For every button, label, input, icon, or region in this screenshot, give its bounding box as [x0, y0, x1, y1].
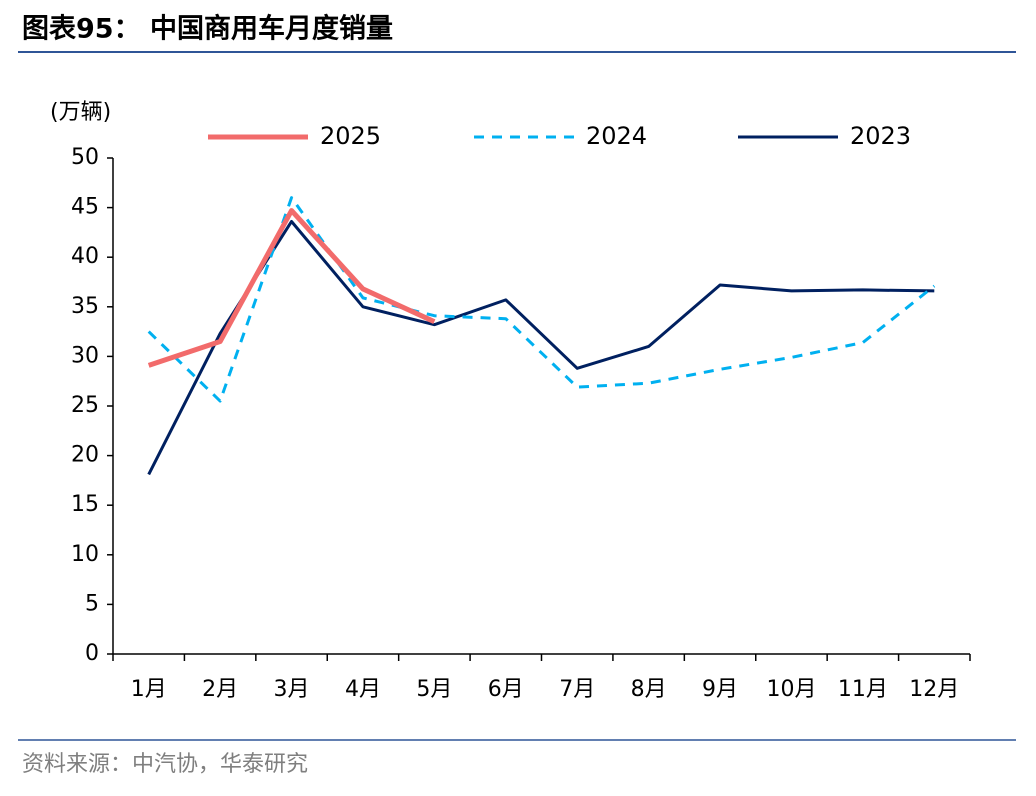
legend-label: 2023 [850, 122, 911, 150]
x-tick-label: 7月 [559, 677, 595, 702]
y-tick-label: 5 [85, 591, 99, 616]
x-tick-label: 5月 [416, 677, 452, 702]
y-tick-label: 15 [71, 492, 99, 517]
y-tick-label: 45 [71, 195, 99, 220]
series-line [147, 219, 935, 476]
x-tick-label: 1月 [131, 677, 167, 702]
x-tick-label: 9月 [702, 677, 738, 702]
y-tick-label: 20 [71, 443, 99, 468]
x-tick-label: 8月 [631, 677, 667, 702]
y-axis-label: (万辆) [50, 100, 111, 125]
series-line [147, 208, 436, 368]
x-tick-label: 11月 [838, 677, 888, 702]
legend-label: 2024 [586, 122, 647, 150]
y-tick-label: 10 [71, 542, 99, 567]
y-tick-label: 40 [71, 244, 99, 269]
x-tick-label: 6月 [488, 677, 524, 702]
x-tick-label: 12月 [909, 677, 959, 702]
x-tick-label: 10月 [766, 677, 816, 702]
y-tick-label: 50 [71, 145, 99, 170]
legend-label: 2025 [320, 122, 381, 150]
x-tick-label: 4月 [345, 677, 381, 702]
x-tick-label: 3月 [274, 677, 310, 702]
source: 资料来源：中汽协，华泰研究 [22, 752, 308, 777]
y-tick-label: 35 [71, 294, 99, 319]
y-tick-label: 0 [85, 641, 99, 666]
chart-title: 图表95： 中国商用车月度销量 [22, 13, 393, 45]
y-tick-label: 30 [71, 343, 99, 368]
series-line [147, 196, 936, 403]
y-tick-label: 25 [71, 393, 99, 418]
x-tick-label: 2月 [202, 677, 238, 702]
